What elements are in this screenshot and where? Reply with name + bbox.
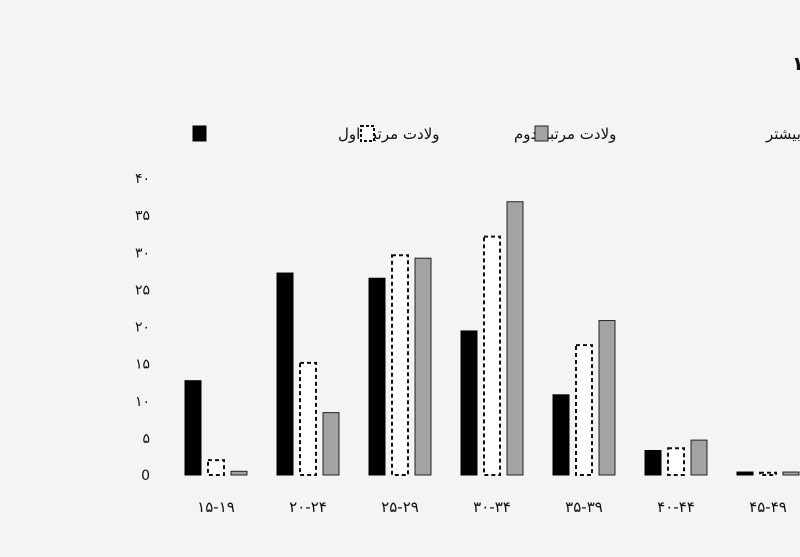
bar-1-2 [276,272,294,476]
y-tick-label: ۱۰ [135,394,150,410]
chart-title: سهم ولادت‌های ثبت شده در گروه سنی مادران… [792,52,800,75]
bars [184,201,800,477]
bar-1-1 [184,380,202,476]
y-tick-label: ۳۰ [135,245,150,261]
y-tick-label: ۴۰ [135,171,150,187]
y-axis: 0 ۵ ۱۰ ۱۵ ۲۰ ۲۵ ۳۰ ۳۵ ۴۰ [135,171,150,484]
x-category-label: ۴۵-۴۹ [749,498,787,516]
bar-2-5 [575,344,593,476]
bar-3-6 [690,439,708,476]
bar-1-5 [552,394,570,476]
bar-2-2 [299,361,317,477]
legend-swatch [534,125,549,142]
y-tick-label: ۵ [142,431,150,447]
bar-1-7 [736,471,754,476]
bar-1-4 [460,330,478,476]
y-tick-label: ۳۵ [135,208,150,224]
x-category-label: ۳۰-۳۴ [473,498,511,516]
y-tick-label: 0 [141,468,150,484]
y-tick-label: ۱۵ [135,357,150,373]
x-category-label: ۳۵-۳۹ [565,498,603,516]
y-tick-label: ۲۰ [135,320,150,336]
legend-swatch [192,125,207,142]
legend-label: ولادت مرتبهٔ سوم و بیشتر [765,125,800,143]
x-category-label: ۲۵-۲۹ [381,498,419,516]
bar-3-7 [782,471,800,476]
bar-2-7 [759,471,777,476]
bar-3-2 [322,412,340,476]
legend: ولادت مرتبهٔ اول ولادت مرتبهٔ دوم ولادت مر… [192,125,800,143]
bar-1-3 [368,277,386,476]
bar-3-4 [506,201,524,476]
legend-label: ولادت مرتبهٔ اول [338,125,440,143]
bar-3-3 [414,257,432,476]
x-category-label: ۲۰-۲۴ [289,498,327,516]
legend-label: ولادت مرتبهٔ دوم [514,125,616,143]
x-category-label: ۴۰-۴۴ [657,498,695,516]
bar-2-4 [483,235,501,476]
x-axis: ۱۵-۱۹ ۲۰-۲۴ ۲۵-۲۹ ۳۰-۳۴ ۳۵-۳۹ ۴۰-۴۴ ۴۵-۴۹ [197,498,787,516]
bar-2-3 [391,254,409,476]
x-category-label: ۱۵-۱۹ [197,498,235,516]
y-tick-label: ۲۵ [135,282,150,298]
bar-3-5 [598,320,616,476]
bar-2-6 [667,447,685,476]
bar-3-1 [230,470,248,476]
bar-1-6 [644,449,662,476]
bar-2-1 [207,459,225,476]
legend-swatch [360,125,375,142]
